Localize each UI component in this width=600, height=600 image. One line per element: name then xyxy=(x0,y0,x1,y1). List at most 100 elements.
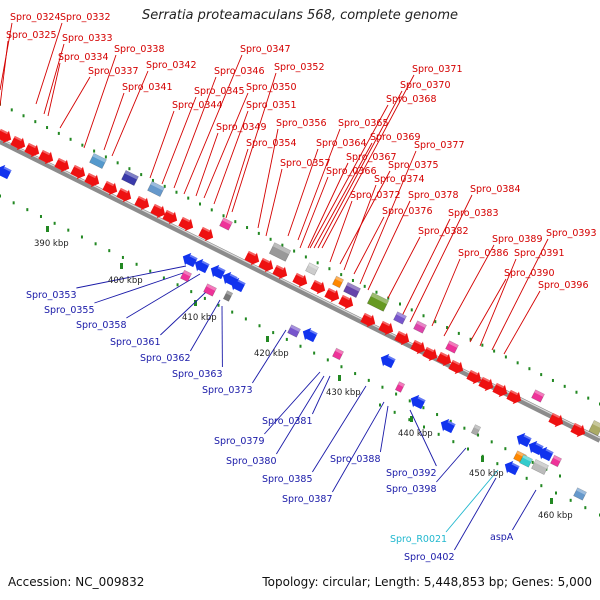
forward-gene-label: Spro_0364 xyxy=(316,138,367,149)
gene-feature-box xyxy=(366,292,390,312)
forward-label-leader xyxy=(195,132,219,197)
reverse-gene-label: Spro_0363 xyxy=(172,369,223,380)
gene-feature-box xyxy=(305,262,319,276)
forward-label-leader xyxy=(297,128,341,241)
reverse-label-leader xyxy=(160,291,207,336)
forward-gene-label: Spro_0334 xyxy=(58,52,109,63)
forward-gene-label: Spro_0337 xyxy=(88,66,139,77)
outer-tick-dot xyxy=(246,226,249,230)
outer-tick-dot xyxy=(457,331,460,335)
inner-tick-dot xyxy=(525,476,528,480)
reverse-label-leader xyxy=(276,375,325,455)
inner-tick-dot xyxy=(326,358,329,362)
forward-gene-label: Spro_0375 xyxy=(388,160,439,171)
reverse-gene-label: Spro_0381 xyxy=(262,416,313,427)
reverse-gene-arrow xyxy=(210,264,226,280)
inner-tick-dot xyxy=(39,214,42,218)
reverse-gene-label: Spro_0388 xyxy=(330,454,381,465)
scale-tick-mark xyxy=(410,416,413,422)
gene-feature-box xyxy=(531,389,545,403)
inner-tick-dot xyxy=(108,249,111,253)
forward-gene-arrow xyxy=(410,339,426,355)
forward-gene-label: Spro_0393 xyxy=(546,228,597,239)
gene-feature-box xyxy=(550,454,562,468)
forward-label-leader xyxy=(35,22,63,105)
outer-tick-dot xyxy=(281,243,284,247)
scale-tick-mark xyxy=(194,300,197,306)
outer-tick-dot xyxy=(175,190,178,194)
forward-gene-label: Spro_0341 xyxy=(122,82,173,93)
forward-label-leader xyxy=(43,43,65,115)
forward-gene-label: Spro_0344 xyxy=(172,100,223,111)
inner-tick-dot xyxy=(381,385,384,389)
forward-label-leader xyxy=(317,90,403,249)
forward-gene-arrow xyxy=(448,359,464,375)
forward-gene-arrow xyxy=(422,346,438,362)
gene-feature-box xyxy=(393,311,407,325)
inner-tick-dot xyxy=(477,433,480,437)
forward-gene-label: Spro_0349 xyxy=(216,122,267,133)
scale-tick-mark xyxy=(266,336,269,342)
gene-feature-box xyxy=(332,347,344,361)
forward-gene-label: Spro_0367 xyxy=(346,152,397,163)
reverse-gene-label: Spro_0379 xyxy=(214,436,265,447)
gene-feature-box xyxy=(219,217,233,231)
inner-tick-dot xyxy=(53,221,56,225)
forward-gene-arrow xyxy=(116,187,132,203)
inner-tick-dot xyxy=(422,406,425,410)
forward-gene-label: Spro_0396 xyxy=(538,280,589,291)
reverse-gene-label: Spro_0380 xyxy=(226,456,277,467)
forward-label-leader xyxy=(213,110,249,205)
gene-feature-box xyxy=(470,424,482,436)
forward-gene-arrow xyxy=(198,226,214,242)
inner-tick-dot xyxy=(190,290,193,294)
forward-gene-label: Spro_0383 xyxy=(448,208,499,219)
inner-tick-dot xyxy=(244,317,247,321)
forward-gene-arrow xyxy=(244,250,260,266)
reverse-gene-label: Spro_0392 xyxy=(386,468,437,479)
forward-gene-label: Spro_0324 xyxy=(10,12,61,23)
outer-tick-dot xyxy=(551,378,554,382)
forward-gene-label: Spro_0352 xyxy=(274,62,325,73)
outer-tick-dot xyxy=(234,220,237,224)
inner-tick-dot xyxy=(121,255,124,259)
outer-tick-dot xyxy=(316,261,319,265)
reverse-gene-label: Spro_0387 xyxy=(282,494,333,505)
forward-gene-arrow xyxy=(436,351,452,367)
gene-feature-box xyxy=(268,242,292,262)
inner-tick-dot xyxy=(531,460,534,464)
reverse-gene-label: Spro_0398 xyxy=(386,484,437,495)
inner-tick-dot xyxy=(379,403,381,407)
inner-tick-dot xyxy=(94,242,97,246)
forward-label-leader xyxy=(309,104,389,249)
inner-tick-dot xyxy=(217,303,220,307)
inner-tick-dot xyxy=(496,462,499,466)
inner-tick-dot xyxy=(408,418,411,422)
forward-gene-arrow xyxy=(258,257,274,273)
forward-gene-arrow xyxy=(292,272,308,288)
scale-tick-label: 430 kbp xyxy=(326,388,361,398)
scale-tick-mark xyxy=(550,498,553,504)
inner-tick-dot xyxy=(313,351,316,355)
reverse-gene-label: Spro_0361 xyxy=(110,337,161,348)
forward-gene-label: Spro_0374 xyxy=(374,174,425,185)
inner-tick-dot xyxy=(203,296,206,300)
outer-tick-dot xyxy=(528,367,531,371)
inner-tick-dot xyxy=(231,310,234,314)
gene-feature-box xyxy=(445,340,459,354)
inner-tick-dot xyxy=(162,276,165,280)
outer-tick-dot xyxy=(57,131,60,135)
outer-tick-dot xyxy=(469,337,472,341)
reverse-label-leader xyxy=(76,265,187,289)
reverse-gene-arrow xyxy=(516,432,532,448)
inner-tick-dot xyxy=(393,410,396,414)
gene-feature-box xyxy=(343,281,361,299)
forward-label-leader xyxy=(203,92,249,199)
outer-tick-dot xyxy=(293,249,296,253)
outer-tick-dot xyxy=(46,126,49,130)
forward-label-leader xyxy=(339,170,391,265)
reverse-gene-arrow xyxy=(302,327,318,343)
outer-tick-dot xyxy=(363,284,366,288)
gene-feature-box xyxy=(531,458,549,476)
